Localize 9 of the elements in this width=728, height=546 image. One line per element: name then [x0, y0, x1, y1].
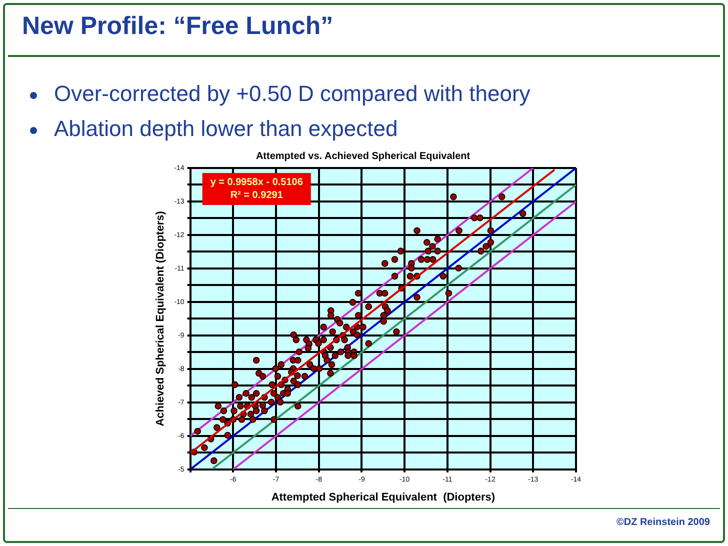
- y-axis-title: Achieved Spherical Equivalent (Diopters): [154, 210, 167, 426]
- annotation: R² = 0.9291: [230, 190, 284, 201]
- annotation: y = 0.9958x - 0.5106: [210, 176, 304, 188]
- text: Over-corrected by +0.50 D compared with theory: [53, 80, 530, 108]
- chart-title: Attempted vs. Achieved Spherical Equivalent: [256, 150, 471, 162]
- text: ©DZ Reinstein 2009: [616, 517, 710, 528]
- x-axis-title: Attempted Spherical Equivalent (Diopters): [271, 491, 496, 504]
- text: New Profile: “Free Lunch”: [22, 12, 334, 41]
- text: Ablation depth lower than expected: [53, 115, 399, 143]
